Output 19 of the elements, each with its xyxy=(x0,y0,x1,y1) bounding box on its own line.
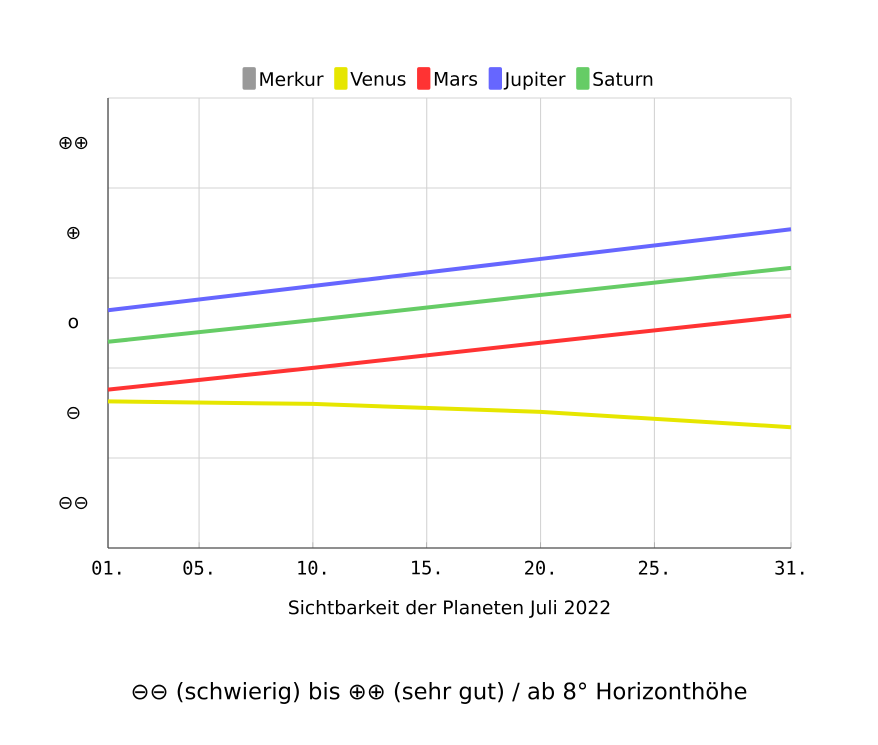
x-tick-label: 10. xyxy=(298,560,326,575)
text: ⊕ xyxy=(67,226,80,240)
legend-label: Jupiter xyxy=(504,72,566,90)
legend-label: Merkur xyxy=(260,72,324,86)
text: ⊖⊖ (schwierig) bis ⊕⊕ (sehr gut) / ab 8° Horizonthöhe xyxy=(132,682,746,704)
x-tick-label: 01. xyxy=(92,560,120,575)
text: ⊖⊖ xyxy=(59,496,88,510)
text: ⊖ xyxy=(67,406,80,420)
x-tick-label: 20. xyxy=(525,560,553,575)
legend-label: Saturn xyxy=(593,72,652,86)
x-axis-title: Sichtbarkeit der Planeten Juli 2022 xyxy=(289,600,610,618)
x-tick-label: 05. xyxy=(183,560,212,575)
x-tick-label: 31. xyxy=(775,560,804,575)
text: ⊕⊕ xyxy=(59,136,88,150)
text: o xyxy=(68,318,78,328)
x-tick-label: 15. xyxy=(412,560,440,575)
legend-label: Mars xyxy=(434,72,478,86)
legend-label: Venus xyxy=(350,72,406,86)
x-tick-label: 25. xyxy=(638,560,667,575)
